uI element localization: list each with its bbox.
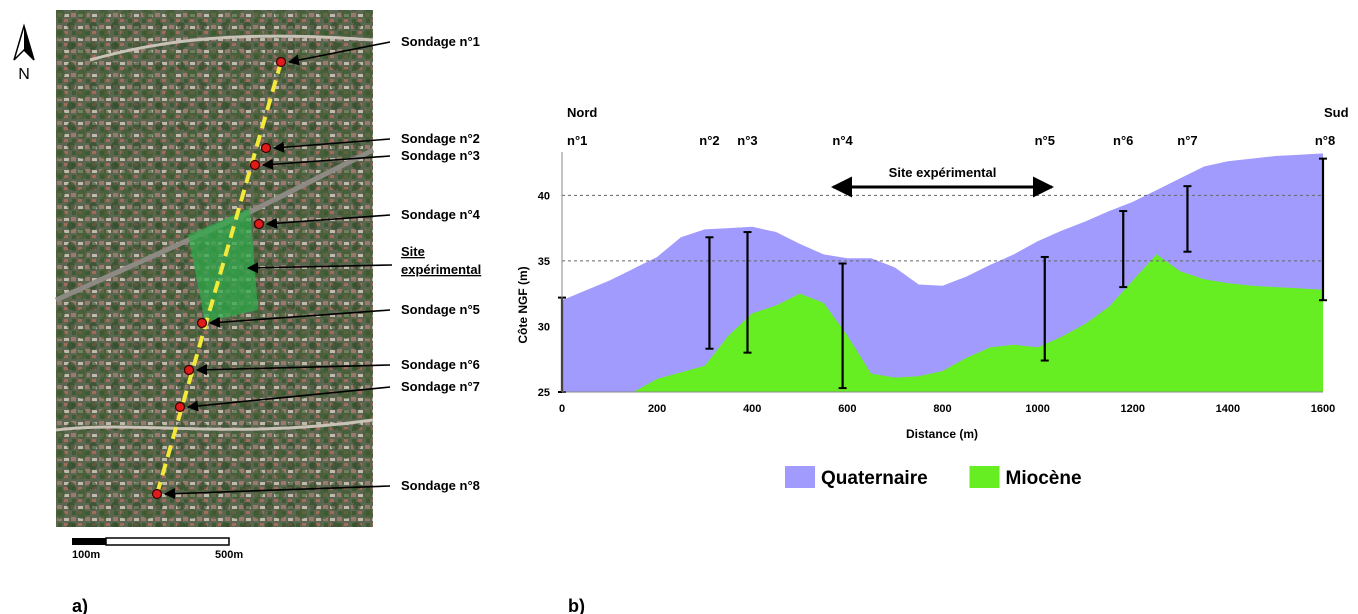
x-tick-label: 1000	[1025, 403, 1049, 415]
scale-bar-light	[105, 537, 230, 546]
callout-label: Sondage n°7	[401, 379, 480, 394]
callout-arrow	[208, 309, 391, 328]
borehole-label: n°8	[1315, 133, 1335, 148]
sondage-point	[260, 142, 272, 154]
x-tick-label: 200	[648, 403, 666, 415]
scale-bar-dark	[72, 538, 106, 545]
x-tick-label: 600	[838, 403, 856, 415]
chart-legend: Quaternaire Miocène	[785, 466, 1082, 489]
borehole-label: n°5	[1035, 133, 1055, 148]
sondage-point	[196, 317, 208, 329]
layer-areas	[562, 153, 1323, 392]
y-tick-label: 25	[538, 387, 550, 399]
callout-arrow	[261, 155, 391, 170]
callout-label: Sondage n°1	[401, 34, 480, 49]
scale-right-label: 500m	[215, 549, 243, 561]
sondage-callouts: Sondage n°1 Sondage n°2 Sondage n°3 Sondage…	[163, 34, 481, 500]
sondage-point	[275, 56, 287, 68]
legend-swatch	[785, 466, 815, 488]
callout-label-line2: expérimental	[401, 262, 481, 277]
scale-left-label: 100m	[72, 549, 100, 561]
legend-swatch	[969, 466, 1000, 488]
site-annotation: Site expérimental	[831, 165, 1054, 198]
north-arrow: N	[13, 23, 35, 83]
site-annotation-label: Site expérimental	[889, 165, 997, 180]
borehole-label: n°4	[832, 133, 853, 148]
road-main	[89, 34, 374, 62]
panel-a-label: a)	[72, 596, 88, 614]
legend-label: Miocène	[1006, 468, 1082, 489]
borehole-label: n°3	[737, 133, 757, 148]
sondage-point	[151, 488, 163, 500]
callout-arrow	[246, 262, 393, 274]
panel-b-label: b)	[568, 596, 585, 614]
scale-bar: 100m 500m	[72, 537, 243, 561]
callout-label: Sondage n°3	[401, 148, 480, 163]
callout-arrow	[287, 41, 391, 66]
y-tick-label: 40	[538, 190, 550, 202]
callout-label: Site	[401, 244, 425, 259]
callout-arrow	[195, 364, 391, 376]
borehole-label: n°2	[699, 133, 719, 148]
legend-label: Quaternaire	[821, 468, 928, 489]
cross-section-chart: Nord Sud n°1 n°2 n°3 n°4 n°5 n°6 n°7 n°8 0 200 40…	[516, 105, 1349, 489]
y-tick-label: 35	[538, 256, 550, 268]
y-axis-title: Côte NGF (m)	[516, 266, 530, 343]
north-label: N	[18, 66, 30, 83]
borehole-label: n°1	[567, 133, 587, 148]
area-miocène	[562, 254, 1323, 392]
sondage-point	[183, 364, 195, 376]
sondage-point	[249, 159, 261, 171]
x-tick-label: 0	[559, 403, 565, 415]
x-tick-label: 800	[933, 403, 951, 415]
x-tick-label: 400	[743, 403, 761, 415]
direction-right-label: Sud	[1324, 105, 1349, 120]
chart-axes: 0 200 400 600 800 1000 1200 1400 1600 25 30 35 40	[538, 152, 1335, 415]
road-secondary	[55, 418, 374, 432]
x-tick-label: 1600	[1311, 403, 1335, 415]
callout-label: Sondage n°4	[401, 207, 481, 222]
x-tick-label: 1400	[1216, 403, 1240, 415]
callout-label: Sondage n°2	[401, 131, 480, 146]
sondage-point	[174, 401, 186, 413]
borehole-label: n°7	[1177, 133, 1197, 148]
sondage-points	[151, 56, 287, 500]
y-tick-label: 30	[538, 321, 550, 333]
sondage-point	[253, 218, 265, 230]
direction-left-label: Nord	[567, 105, 597, 120]
x-axis-title: Distance (m)	[906, 427, 978, 441]
x-tick-label: 1200	[1121, 403, 1145, 415]
borehole-labels: n°1 n°2 n°3 n°4 n°5 n°6 n°7 n°8	[567, 133, 1335, 148]
boreholes	[558, 157, 1327, 393]
callout-arrow	[272, 138, 391, 153]
borehole-label: n°6	[1113, 133, 1133, 148]
callout-arrow	[163, 485, 391, 500]
callout-arrow	[186, 386, 391, 412]
callout-label: Sondage n°5	[401, 302, 480, 317]
callout-arrow	[265, 214, 391, 229]
callout-label: Sondage n°8	[401, 478, 480, 493]
callout-label: Sondage n°6	[401, 357, 480, 372]
